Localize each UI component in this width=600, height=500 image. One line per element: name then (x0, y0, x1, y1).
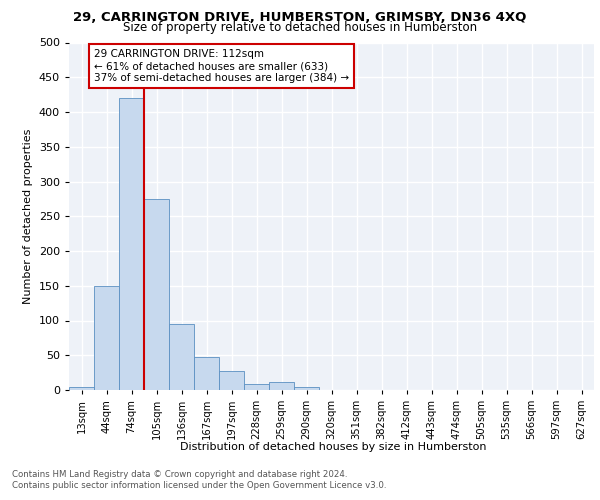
Text: 29, CARRINGTON DRIVE, HUMBERSTON, GRIMSBY, DN36 4XQ: 29, CARRINGTON DRIVE, HUMBERSTON, GRIMSB… (73, 11, 527, 24)
Bar (244, 384, 269, 390)
Bar (119, 98, 144, 390)
Bar (219, 371, 244, 390)
Text: Size of property relative to detached houses in Humberston: Size of property relative to detached ho… (123, 22, 477, 35)
Text: Contains HM Land Registry data © Crown copyright and database right 2024.: Contains HM Land Registry data © Crown c… (12, 470, 347, 479)
Text: Distribution of detached houses by size in Humberston: Distribution of detached houses by size … (180, 442, 486, 452)
Bar (269, 382, 294, 390)
Bar (294, 387, 319, 390)
Bar (69, 386, 94, 390)
Bar (144, 199, 169, 390)
Bar (194, 356, 219, 390)
Text: Contains public sector information licensed under the Open Government Licence v3: Contains public sector information licen… (12, 481, 386, 490)
Y-axis label: Number of detached properties: Number of detached properties (23, 128, 33, 304)
Text: 29 CARRINGTON DRIVE: 112sqm
← 61% of detached houses are smaller (633)
37% of se: 29 CARRINGTON DRIVE: 112sqm ← 61% of det… (94, 50, 349, 82)
Bar (169, 324, 194, 390)
Bar (94, 286, 119, 390)
